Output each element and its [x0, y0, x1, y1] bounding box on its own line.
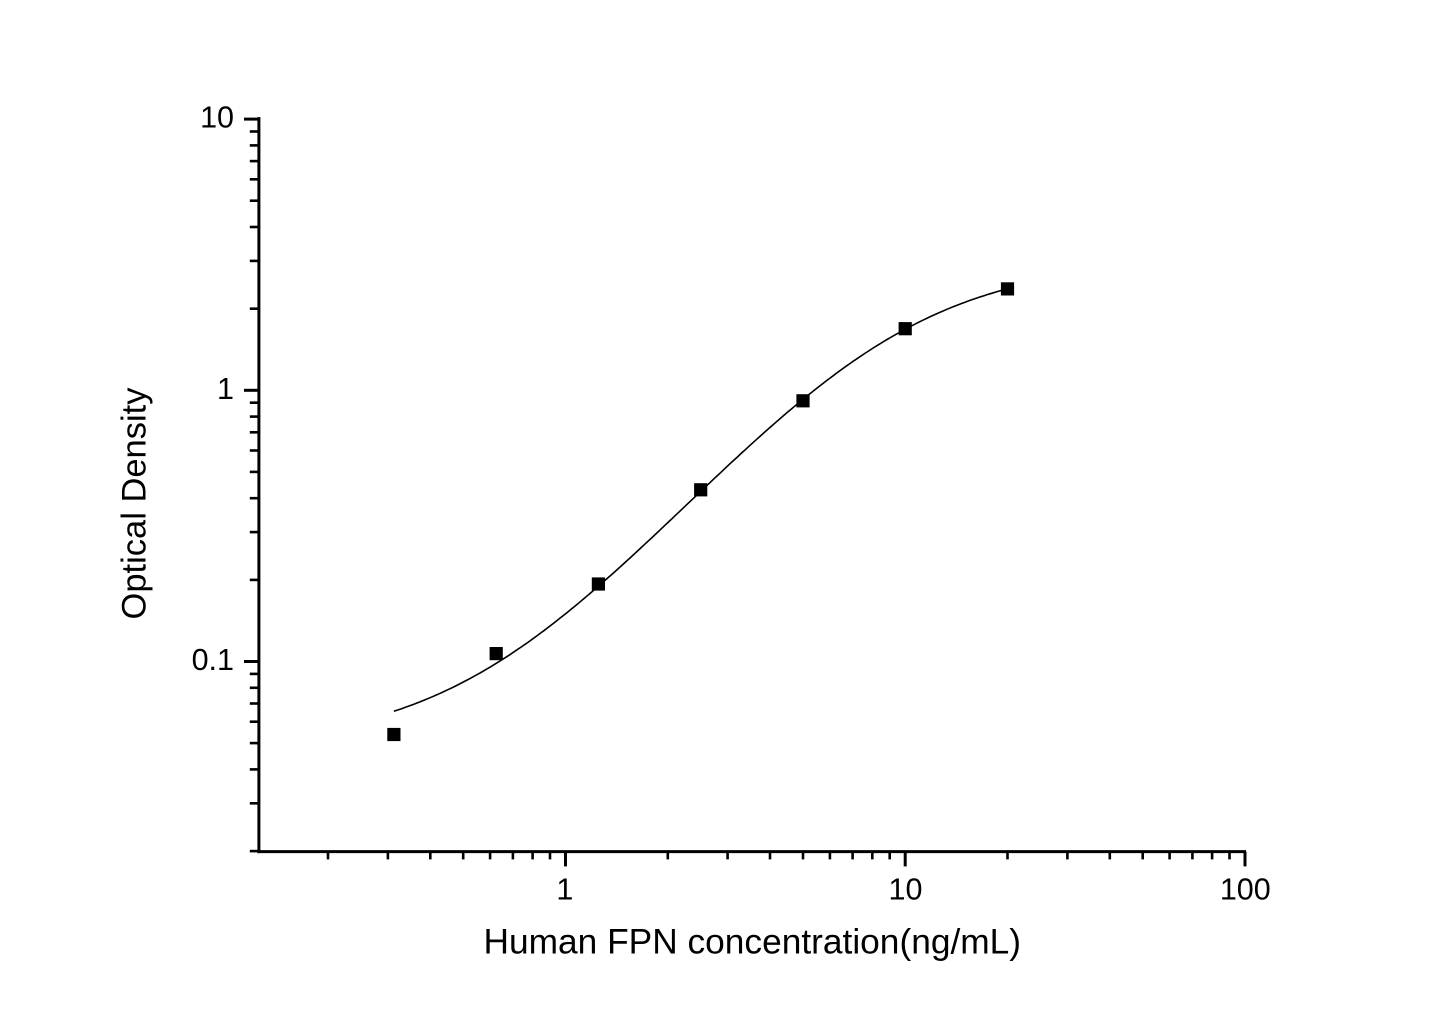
svg-text:1: 1: [556, 872, 573, 906]
svg-text:Human FPN concentration(ng/mL): Human FPN concentration(ng/mL): [484, 923, 1022, 962]
svg-text:10: 10: [200, 101, 234, 135]
svg-text:0.1: 0.1: [192, 643, 234, 677]
svg-text:100: 100: [1220, 872, 1271, 906]
svg-text:10: 10: [889, 872, 923, 906]
svg-text:1: 1: [217, 372, 234, 406]
svg-text:Optical Density: Optical Density: [116, 387, 154, 620]
